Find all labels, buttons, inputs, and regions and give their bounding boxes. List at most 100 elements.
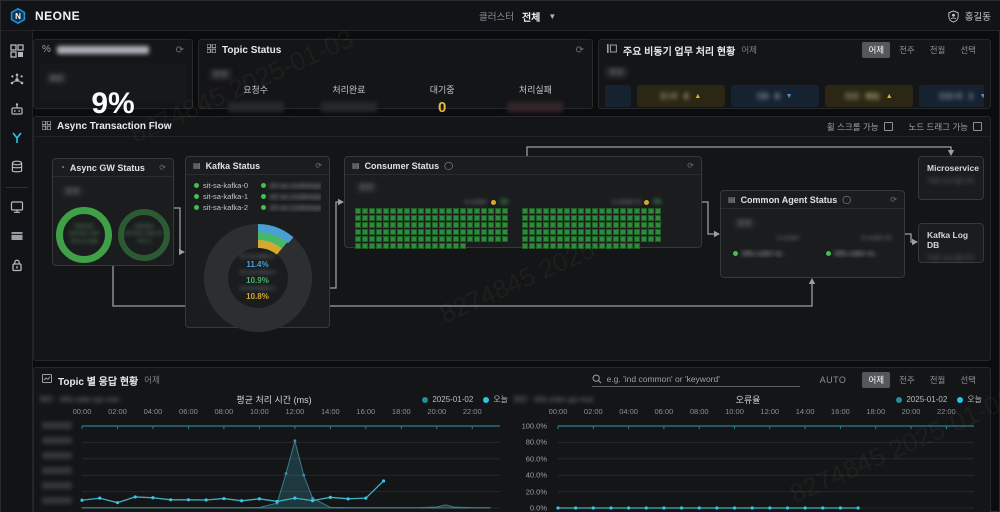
partition-cell[interactable] xyxy=(432,215,438,221)
partition-cell[interactable] xyxy=(641,215,647,221)
partition-cell[interactable] xyxy=(606,236,612,242)
async-count-chip[interactable]: EID-R 1 ▼ xyxy=(919,85,984,107)
partition-cell[interactable] xyxy=(585,243,591,249)
sidebar-item-database[interactable] xyxy=(5,155,29,179)
partition-cell[interactable] xyxy=(634,236,640,242)
partition-cell[interactable] xyxy=(606,243,612,249)
partition-cell[interactable] xyxy=(355,222,361,228)
partition-cell[interactable] xyxy=(571,208,577,214)
partition-cell[interactable] xyxy=(592,208,598,214)
partition-cell[interactable] xyxy=(529,222,535,228)
partition-cell[interactable] xyxy=(529,243,535,249)
partition-cell[interactable] xyxy=(418,236,424,242)
partition-cell[interactable] xyxy=(439,236,445,242)
partition-cell[interactable] xyxy=(522,229,528,235)
partition-cell[interactable] xyxy=(502,208,508,214)
refresh-icon[interactable]: ⟳ xyxy=(687,161,694,170)
partition-cell[interactable] xyxy=(362,229,368,235)
partition-cell[interactable] xyxy=(460,229,466,235)
legend-item[interactable]: 2025-01-02 xyxy=(422,395,473,404)
partition-cell[interactable] xyxy=(592,222,598,228)
partition-cell[interactable] xyxy=(376,229,382,235)
partition-cell[interactable] xyxy=(404,229,410,235)
checkbox-icon[interactable] xyxy=(973,122,982,131)
partition-cell[interactable] xyxy=(634,222,640,228)
partition-cell[interactable] xyxy=(425,229,431,235)
partition-cell[interactable] xyxy=(543,208,549,214)
partition-cell[interactable] xyxy=(655,236,661,242)
partition-cell[interactable] xyxy=(536,222,542,228)
partition-cell[interactable] xyxy=(599,208,605,214)
partition-cell[interactable] xyxy=(599,243,605,249)
partition-cell[interactable] xyxy=(620,215,626,221)
partition-cell[interactable] xyxy=(446,208,452,214)
partition-cell[interactable] xyxy=(620,243,626,249)
partition-cell[interactable] xyxy=(495,222,501,228)
partition-cell[interactable] xyxy=(578,208,584,214)
partition-cell[interactable] xyxy=(453,236,459,242)
summary-range-어제[interactable]: 어제 xyxy=(862,42,891,58)
partition-cell[interactable] xyxy=(592,229,598,235)
checkbox-icon[interactable] xyxy=(883,122,893,131)
partition-cell[interactable] xyxy=(495,215,501,221)
partition-cell[interactable] xyxy=(585,236,591,242)
toggle-노드 드래그 가능[interactable]: 노드 드래그 가능 xyxy=(909,121,982,133)
partition-cell[interactable] xyxy=(453,215,459,221)
partition-cell[interactable] xyxy=(564,229,570,235)
partition-cell[interactable] xyxy=(474,208,480,214)
partition-cell[interactable] xyxy=(376,215,382,221)
partition-cell[interactable] xyxy=(648,215,654,221)
topic-search[interactable] xyxy=(591,373,800,387)
partition-cell[interactable] xyxy=(418,208,424,214)
partition-cell[interactable] xyxy=(543,236,549,242)
partition-cell[interactable] xyxy=(481,215,487,221)
partition-cell[interactable] xyxy=(627,208,633,214)
sidebar-item-robot[interactable] xyxy=(5,97,29,121)
partition-cell[interactable] xyxy=(460,222,466,228)
partition-cell[interactable] xyxy=(369,229,375,235)
partition-cell[interactable] xyxy=(502,236,508,242)
partition-cell[interactable] xyxy=(606,229,612,235)
partition-cell[interactable] xyxy=(641,236,647,242)
partition-cell[interactable] xyxy=(390,243,396,249)
partition-cell[interactable] xyxy=(411,215,417,221)
partition-cell[interactable] xyxy=(550,229,556,235)
partition-cell[interactable] xyxy=(446,236,452,242)
partition-cell[interactable] xyxy=(529,229,535,235)
partition-cell[interactable] xyxy=(411,236,417,242)
partition-cell[interactable] xyxy=(606,215,612,221)
partition-cell[interactable] xyxy=(474,229,480,235)
partition-cell[interactable] xyxy=(390,229,396,235)
partition-cell[interactable] xyxy=(655,222,661,228)
partition-cell[interactable] xyxy=(488,236,494,242)
partition-cell[interactable] xyxy=(641,229,647,235)
async-count-chip[interactable]: EB 0 ▼ xyxy=(731,85,819,107)
partition-cell[interactable] xyxy=(369,243,375,249)
partition-cell[interactable] xyxy=(432,208,438,214)
partition-cell[interactable] xyxy=(571,222,577,228)
partition-cell[interactable] xyxy=(425,243,431,249)
partition-cell[interactable] xyxy=(383,208,389,214)
partition-cell[interactable] xyxy=(383,229,389,235)
partition-cell[interactable] xyxy=(390,222,396,228)
partition-cell[interactable] xyxy=(529,208,535,214)
partition-cell[interactable] xyxy=(543,222,549,228)
partition-cell[interactable] xyxy=(536,215,542,221)
partition-cell[interactable] xyxy=(564,236,570,242)
search-input[interactable] xyxy=(606,373,787,384)
partition-cell[interactable] xyxy=(390,215,396,221)
partition-cell[interactable] xyxy=(453,243,459,249)
partition-cell[interactable] xyxy=(585,229,591,235)
partition-cell[interactable] xyxy=(550,236,556,242)
partition-cell[interactable] xyxy=(460,236,466,242)
partition-cell[interactable] xyxy=(404,222,410,228)
partition-cell[interactable] xyxy=(369,222,375,228)
partition-cell[interactable] xyxy=(355,208,361,214)
partition-cell[interactable] xyxy=(488,229,494,235)
legend-item[interactable]: 오늘 xyxy=(483,394,508,405)
partition-cell[interactable] xyxy=(376,222,382,228)
partition-cell[interactable] xyxy=(634,215,640,221)
partition-cell[interactable] xyxy=(390,236,396,242)
partition-cell[interactable] xyxy=(648,208,654,214)
partition-cell[interactable] xyxy=(362,215,368,221)
